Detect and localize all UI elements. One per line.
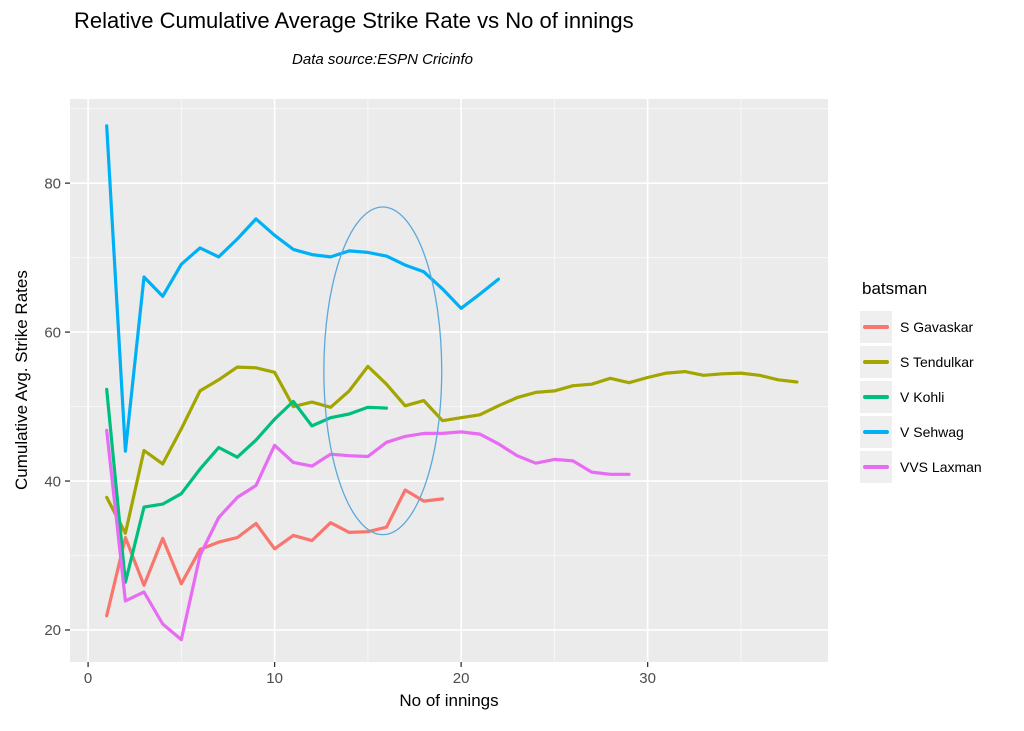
series-line-v-sehwag bbox=[105, 124, 500, 453]
chart-subtitle: Data source:ESPN Cricinfo bbox=[292, 51, 473, 68]
legend-item-v-sehwag: V Sehwag bbox=[860, 414, 982, 449]
x-tick-label: 20 bbox=[453, 670, 470, 687]
legend-key-vvs-laxman bbox=[860, 450, 892, 483]
y-tick-label: 40 bbox=[44, 473, 61, 490]
legend-swatch-s-gavaskar bbox=[863, 324, 889, 329]
x-tick-label: 0 bbox=[84, 670, 92, 687]
legend-item-v-kohli: V Kohli bbox=[860, 379, 982, 414]
x-tick-label: 30 bbox=[639, 670, 656, 687]
legend-label-s-tendulkar: S Tendulkar bbox=[900, 353, 974, 370]
legend-label-vvs-laxman: VVS Laxman bbox=[900, 458, 982, 475]
y-axis-title: Cumulative Avg. Strike Rates bbox=[12, 270, 31, 491]
legend-label-s-gavaskar: S Gavaskar bbox=[900, 318, 974, 335]
x-tick-label: 10 bbox=[266, 670, 283, 687]
chart-title: Relative Cumulative Average Strike Rate … bbox=[74, 8, 634, 33]
legend-swatch-s-tendulkar bbox=[863, 359, 889, 364]
series-line-v-kohli bbox=[105, 387, 389, 584]
y-tick-label: 20 bbox=[44, 622, 61, 639]
legend-title: batsman bbox=[862, 279, 928, 298]
legend-key-v-kohli bbox=[860, 380, 892, 413]
legend-label-v-kohli: V Kohli bbox=[900, 388, 945, 405]
series-line-s-tendulkar bbox=[105, 364, 799, 535]
y-tick-label: 80 bbox=[44, 175, 61, 192]
legend-swatch-v-kohli bbox=[863, 394, 889, 399]
legend-key-s-gavaskar bbox=[860, 310, 892, 343]
series-line-vvs-laxman bbox=[105, 428, 631, 642]
legend-key-v-sehwag bbox=[860, 415, 892, 448]
x-axis-title: No of innings bbox=[399, 691, 499, 710]
y-tick-label: 60 bbox=[44, 324, 61, 341]
legend-swatch-vvs-laxman bbox=[863, 464, 889, 469]
legend-item-s-gavaskar: S Gavaskar bbox=[860, 309, 982, 344]
annotation-ellipse bbox=[323, 206, 443, 536]
legend-item-s-tendulkar: S Tendulkar bbox=[860, 344, 982, 379]
legend-key-s-tendulkar bbox=[860, 345, 892, 378]
series-line-s-gavaskar bbox=[105, 488, 445, 618]
legend-swatch-v-sehwag bbox=[863, 429, 889, 434]
legend-item-vvs-laxman: VVS Laxman bbox=[860, 449, 982, 484]
legend-label-v-sehwag: V Sehwag bbox=[900, 423, 964, 440]
legend: batsman S Gavaskar S Tendulkar V Kohli V Se… bbox=[860, 279, 982, 484]
legend-items: S Gavaskar S Tendulkar V Kohli V Sehwag VVS … bbox=[860, 309, 982, 484]
